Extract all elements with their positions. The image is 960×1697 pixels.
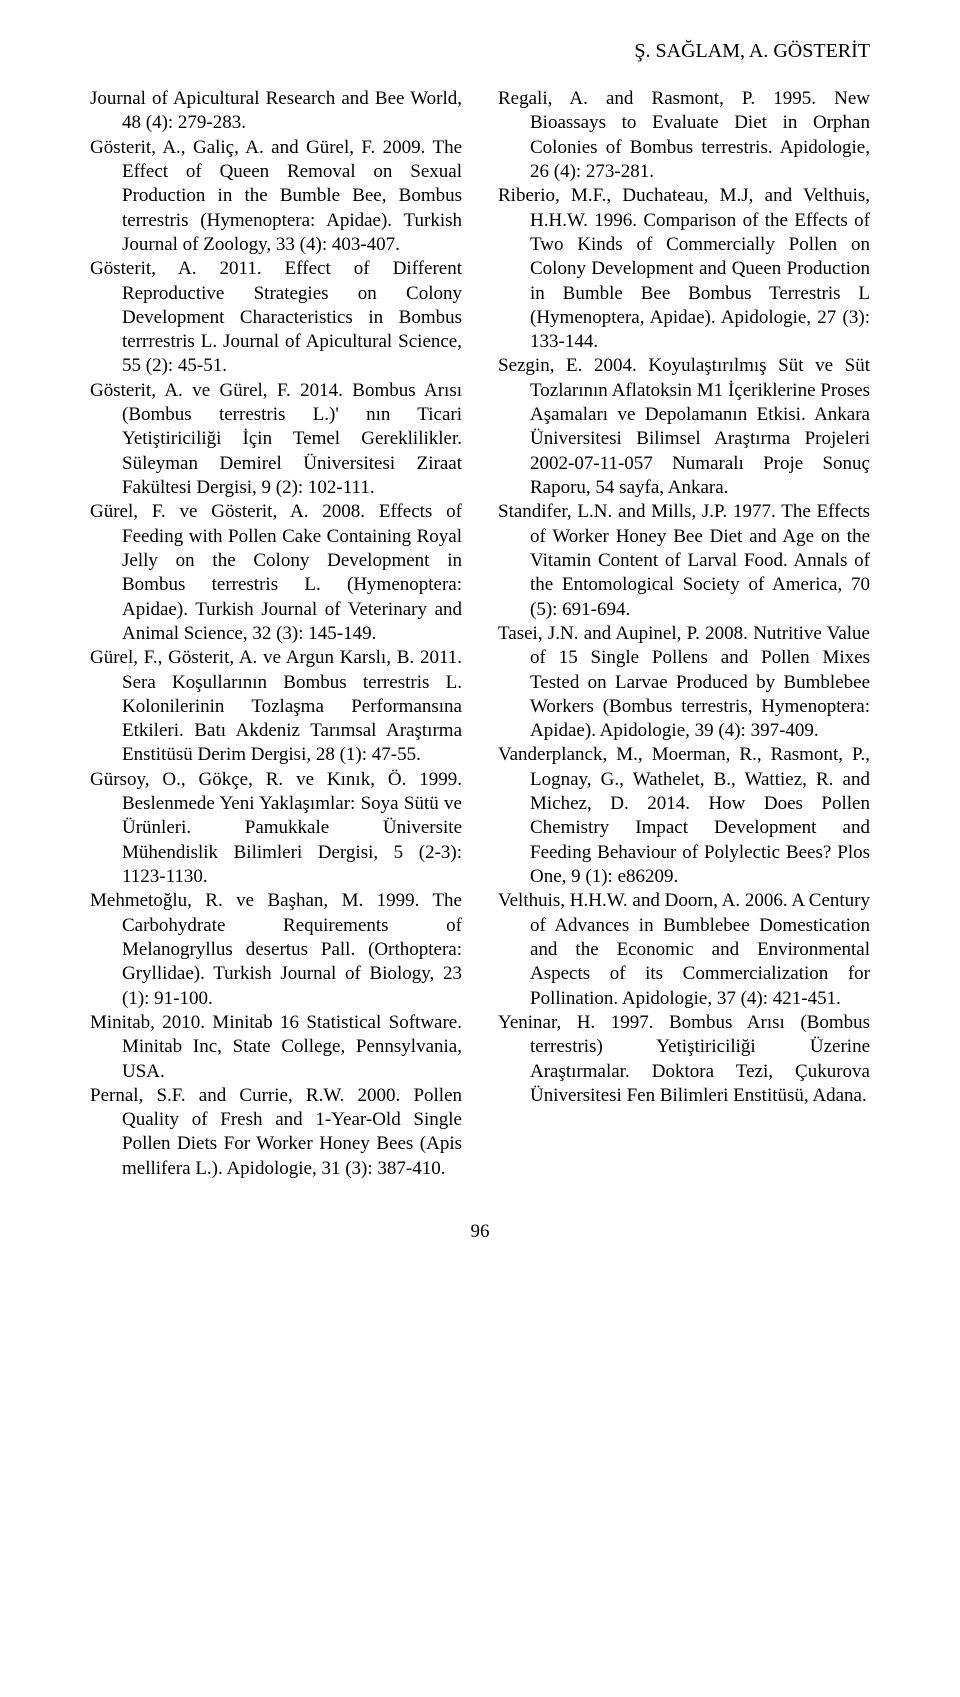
reference-entry: Velthuis, H.H.W. and Doorn, A. 2006. A C… xyxy=(530,889,870,1011)
two-column-body: Journal of Apicultural Research and Bee … xyxy=(90,87,870,1181)
reference-entry: Vanderplanck, M., Moerman, R., Rasmont, … xyxy=(530,743,870,889)
page-number: 96 xyxy=(90,1221,870,1243)
reference-entry: Tasei, J.N. and Aupinel, P. 2008. Nutrit… xyxy=(530,622,870,744)
reference-entry: Pernal, S.F. and Currie, R.W. 2000. Poll… xyxy=(122,1084,462,1181)
reference-entry: Journal of Apicultural Research and Bee … xyxy=(122,87,462,136)
reference-entry: Gürel, F., Gösterit, A. ve Argun Karslı,… xyxy=(122,646,462,768)
left-column: Journal of Apicultural Research and Bee … xyxy=(90,87,462,1181)
right-column: Regali, A. and Rasmont, P. 1995. New Bio… xyxy=(498,87,870,1181)
running-header: Ş. SAĞLAM, A. GÖSTERİT xyxy=(90,40,870,63)
reference-entry: Gösterit, A., Galiç, A. and Gürel, F. 20… xyxy=(122,136,462,258)
reference-entry: Mehmetoğlu, R. ve Başhan, M. 1999. The C… xyxy=(122,889,462,1011)
reference-entry: Standifer, L.N. and Mills, J.P. 1977. Th… xyxy=(530,500,870,622)
reference-entry: Regali, A. and Rasmont, P. 1995. New Bio… xyxy=(530,87,870,184)
journal-page: Ş. SAĞLAM, A. GÖSTERİT Journal of Apicul… xyxy=(0,0,960,1303)
reference-entry: Riberio, M.F., Duchateau, M.J, and Velth… xyxy=(530,184,870,354)
reference-entry: Gösterit, A. ve Gürel, F. 2014. Bombus A… xyxy=(122,379,462,501)
reference-entry: Yeninar, H. 1997. Bombus Arısı (Bombus t… xyxy=(530,1011,870,1108)
reference-entry: Gösterit, A. 2011. Effect of Different R… xyxy=(122,257,462,379)
reference-entry: Minitab, 2010. Minitab 16 Statistical So… xyxy=(122,1011,462,1084)
reference-entry: Sezgin, E. 2004. Koyulaştırılmış Süt ve … xyxy=(530,354,870,500)
reference-entry: Gürel, F. ve Gösterit, A. 2008. Effects … xyxy=(122,500,462,646)
reference-entry: Gürsoy, O., Gökçe, R. ve Kınık, Ö. 1999.… xyxy=(122,768,462,890)
